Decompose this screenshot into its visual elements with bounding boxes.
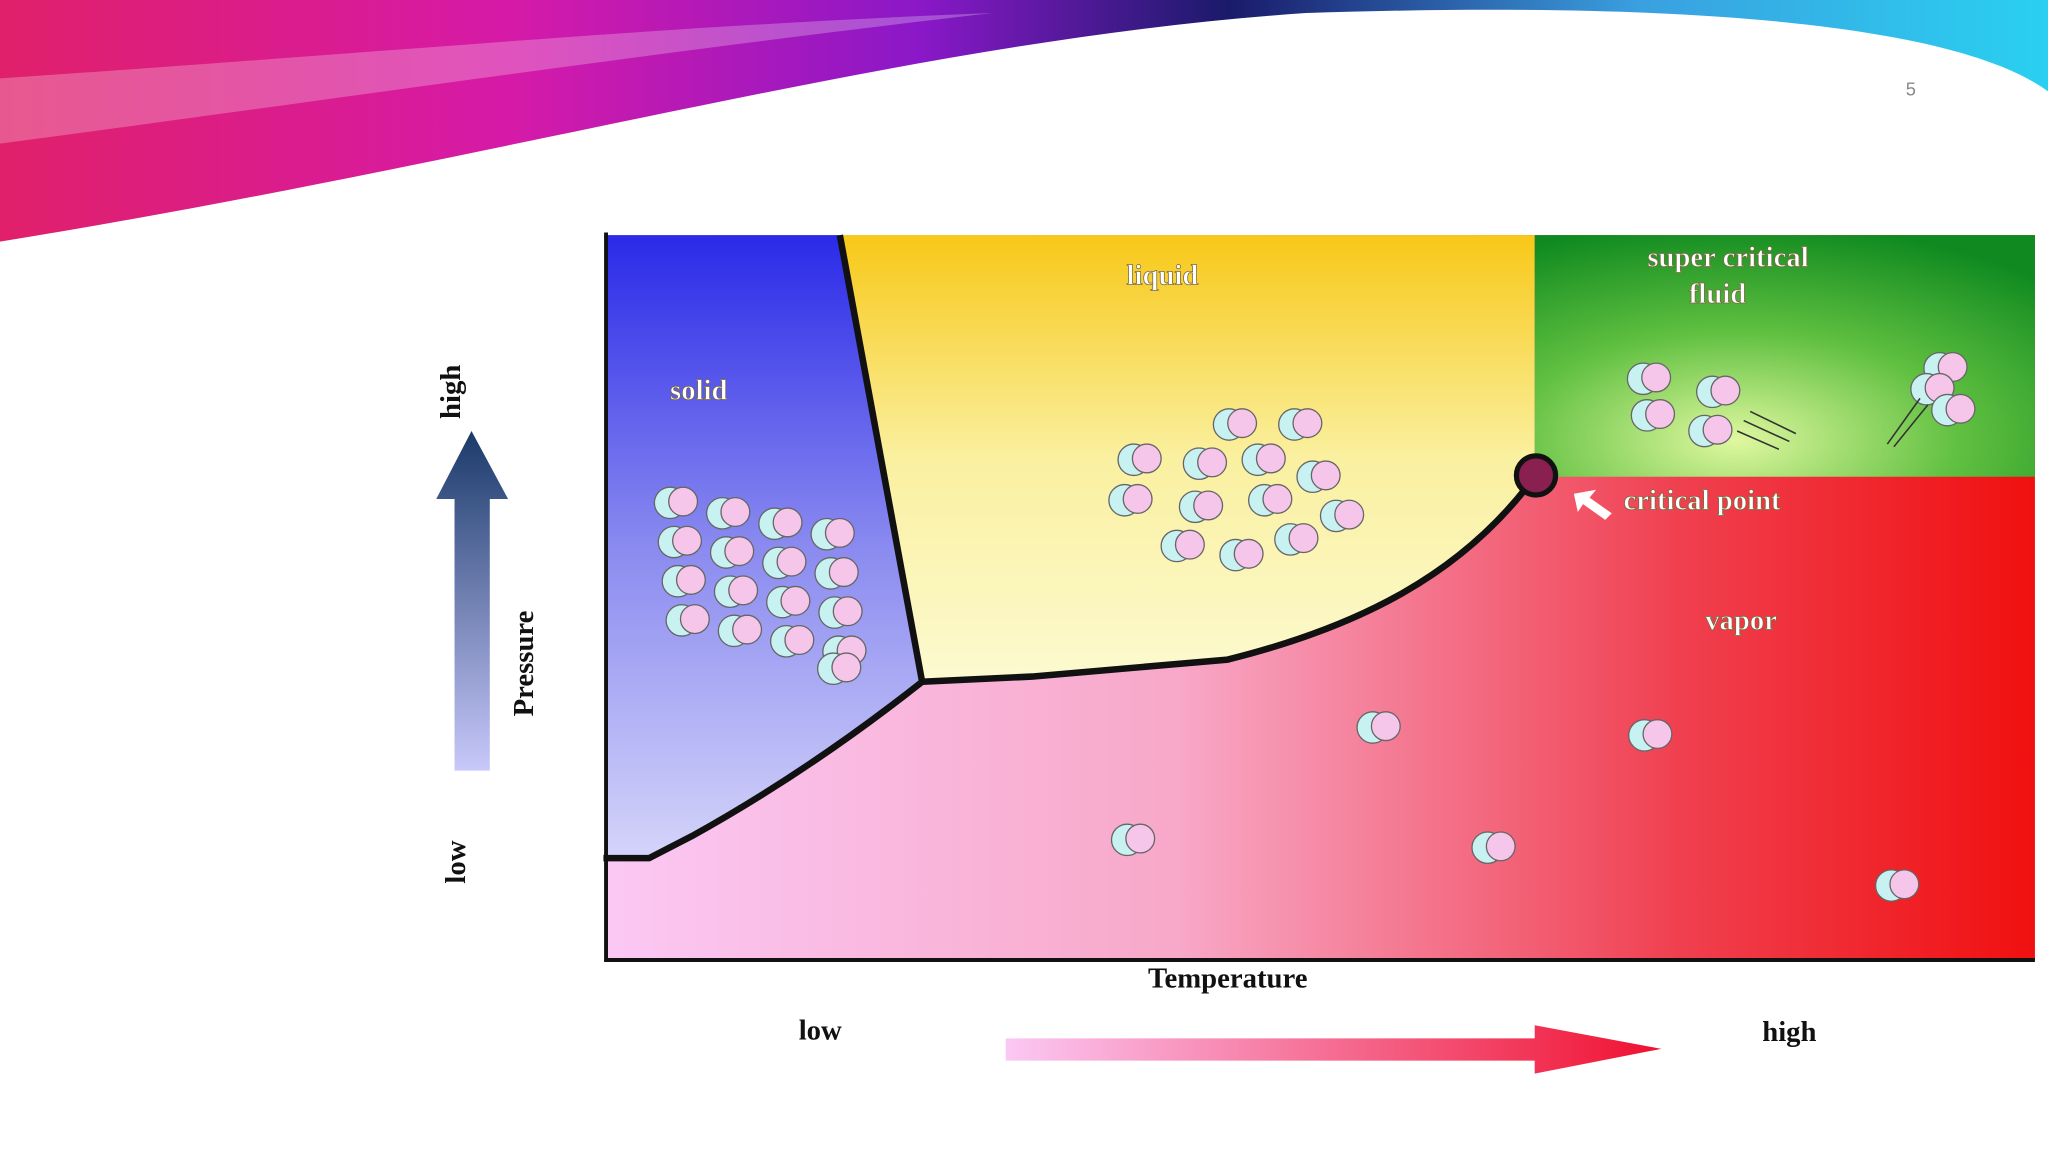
molecule-atom — [1642, 719, 1673, 750]
molecule-atom — [1122, 483, 1153, 514]
molecule-atom — [1262, 483, 1293, 514]
solid-label: solid — [670, 375, 727, 407]
molecule-atom — [1645, 399, 1676, 430]
molecule-atom — [784, 624, 815, 656]
liquid-vapor-line — [921, 474, 1538, 686]
x-low-label: low — [799, 1015, 842, 1047]
y-low-label: low — [440, 840, 472, 883]
molecule-atom — [1197, 447, 1228, 478]
banner — [0, 0, 2048, 242]
molecule-atom — [724, 536, 755, 567]
molecule-atom — [672, 525, 703, 556]
molecule-atom — [1945, 393, 1976, 424]
pressure-arrow — [436, 431, 509, 771]
liquid-label: liquid — [1127, 260, 1199, 292]
molecule-atom — [828, 557, 859, 588]
molecule-atom — [720, 496, 751, 528]
molecule-atom — [824, 517, 855, 548]
motion-lines — [1736, 397, 1929, 451]
molecule-atom — [1292, 408, 1323, 439]
molecule-atom — [832, 596, 863, 627]
y-axis-label: Pressure — [508, 611, 540, 717]
banner-highlight — [0, 13, 993, 144]
molecule-atom — [1227, 408, 1258, 439]
molecule-atom — [1641, 362, 1672, 393]
molecule-atom — [668, 486, 699, 517]
slide-number: 5 — [1906, 78, 1916, 99]
molecule-atom — [772, 507, 803, 538]
molecule-atom — [1702, 414, 1733, 445]
axes — [604, 232, 2035, 962]
molecule-atom — [1193, 490, 1224, 521]
molecule-atom — [1485, 831, 1516, 862]
vapor-label: vapor — [1705, 605, 1777, 637]
phase-boundaries — [603, 234, 1538, 862]
molecule-atom — [1174, 529, 1205, 560]
molecule-atom — [1131, 443, 1162, 474]
solid-liquid-line — [836, 234, 926, 683]
molecule-atom — [732, 614, 763, 645]
critical-point-marker — [1513, 453, 1559, 498]
supercritical-label: fluid — [1689, 278, 1746, 310]
molecule-atom — [1710, 375, 1741, 406]
critical-point-label: critical point — [1624, 484, 1782, 516]
molecule-atom — [1288, 523, 1319, 554]
molecule-atom — [675, 564, 706, 595]
molecule-atom — [1889, 869, 1920, 900]
molecules — [653, 352, 1976, 902]
x-axis-label: Temperature — [1148, 962, 1308, 994]
molecule-atom — [831, 652, 862, 683]
molecule-atom — [1233, 538, 1264, 569]
supercritical-label: super critical — [1647, 241, 1808, 273]
temperature-arrow — [1005, 1025, 1662, 1074]
molecule-atom — [780, 585, 811, 616]
molecule-atom — [1310, 460, 1341, 491]
y-high-label: high — [435, 365, 467, 419]
molecule-atom — [1125, 823, 1156, 854]
molecule-atom — [679, 604, 710, 635]
molecule-atom — [776, 546, 807, 577]
solid-region — [606, 235, 923, 859]
critical-point-arrow — [1573, 489, 1612, 520]
molecule-atom — [1370, 711, 1401, 742]
x-high-label: high — [1762, 1016, 1816, 1048]
solid-vapor-line — [603, 679, 925, 862]
molecule-atom — [1255, 443, 1286, 474]
molecule-atom — [1334, 499, 1365, 530]
molecule-atom — [728, 575, 759, 606]
